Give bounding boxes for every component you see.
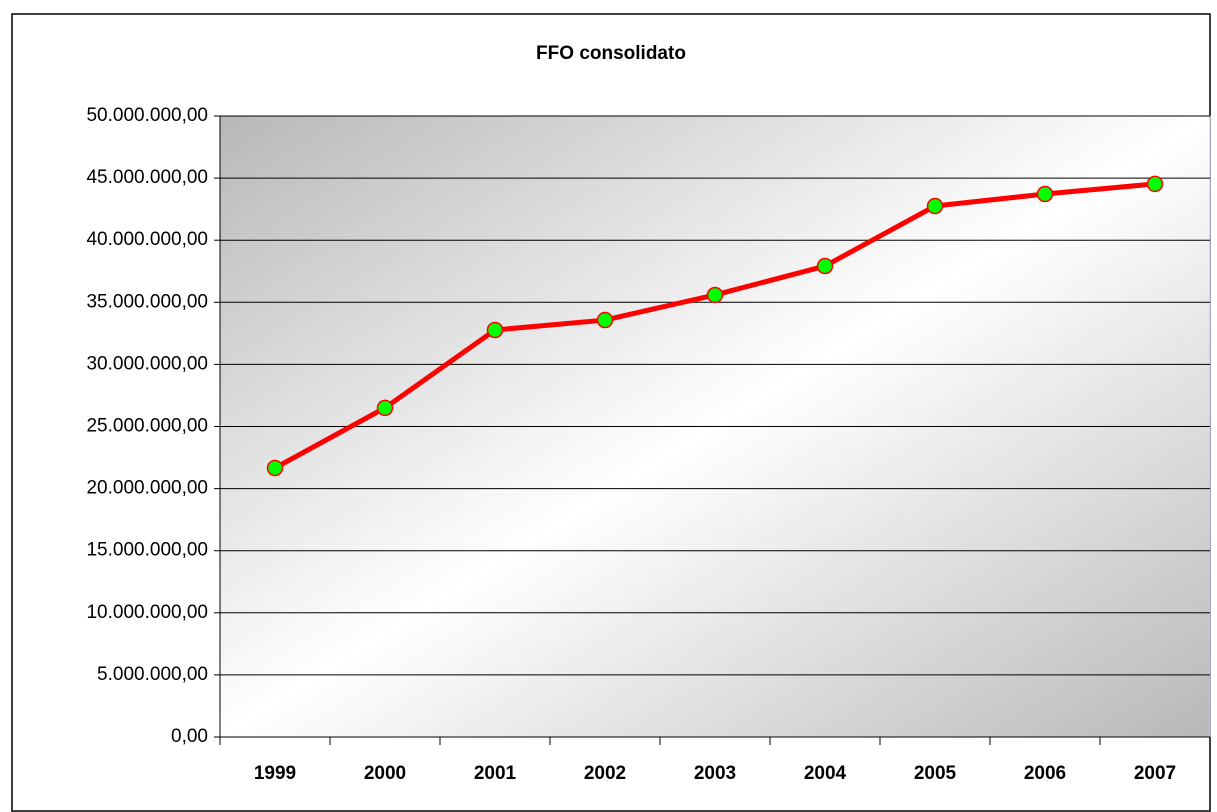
y-tick-label: 30.000.000,00 <box>86 353 208 374</box>
y-tick-label: 0,00 <box>171 726 208 747</box>
x-tick-label: 2006 <box>1024 763 1066 784</box>
y-tick-label: 15.000.000,00 <box>86 540 208 561</box>
y-tick-label: 40.000.000,00 <box>86 229 208 250</box>
chart-title: FFO consolidato <box>536 43 686 64</box>
data-point <box>706 286 724 304</box>
y-tick-label: 50.000.000,00 <box>86 105 208 126</box>
data-point <box>1146 175 1164 193</box>
data-point <box>376 399 394 417</box>
x-tick-label: 2003 <box>694 763 736 784</box>
y-tick-label: 25.000.000,00 <box>86 416 208 437</box>
data-point <box>486 321 504 339</box>
data-point <box>266 459 284 477</box>
data-point <box>926 197 944 215</box>
y-tick-label: 35.000.000,00 <box>86 291 208 312</box>
x-tick-label: 2002 <box>584 763 626 784</box>
x-tick-label: 2007 <box>1134 763 1176 784</box>
x-tick-label: 2004 <box>804 763 847 784</box>
x-tick-label: 2005 <box>914 763 957 784</box>
data-point <box>1036 185 1054 203</box>
y-tick-label: 20.000.000,00 <box>86 478 208 499</box>
x-tick-label: 1999 <box>254 763 296 784</box>
y-tick-label: 45.000.000,00 <box>86 167 208 188</box>
x-tick-label: 2000 <box>364 763 406 784</box>
y-tick-label: 5.000.000,00 <box>97 664 208 685</box>
data-point <box>596 311 614 329</box>
x-tick-label: 2001 <box>474 763 517 784</box>
y-tick-label: 10.000.000,00 <box>86 602 208 623</box>
data-point <box>816 257 834 275</box>
